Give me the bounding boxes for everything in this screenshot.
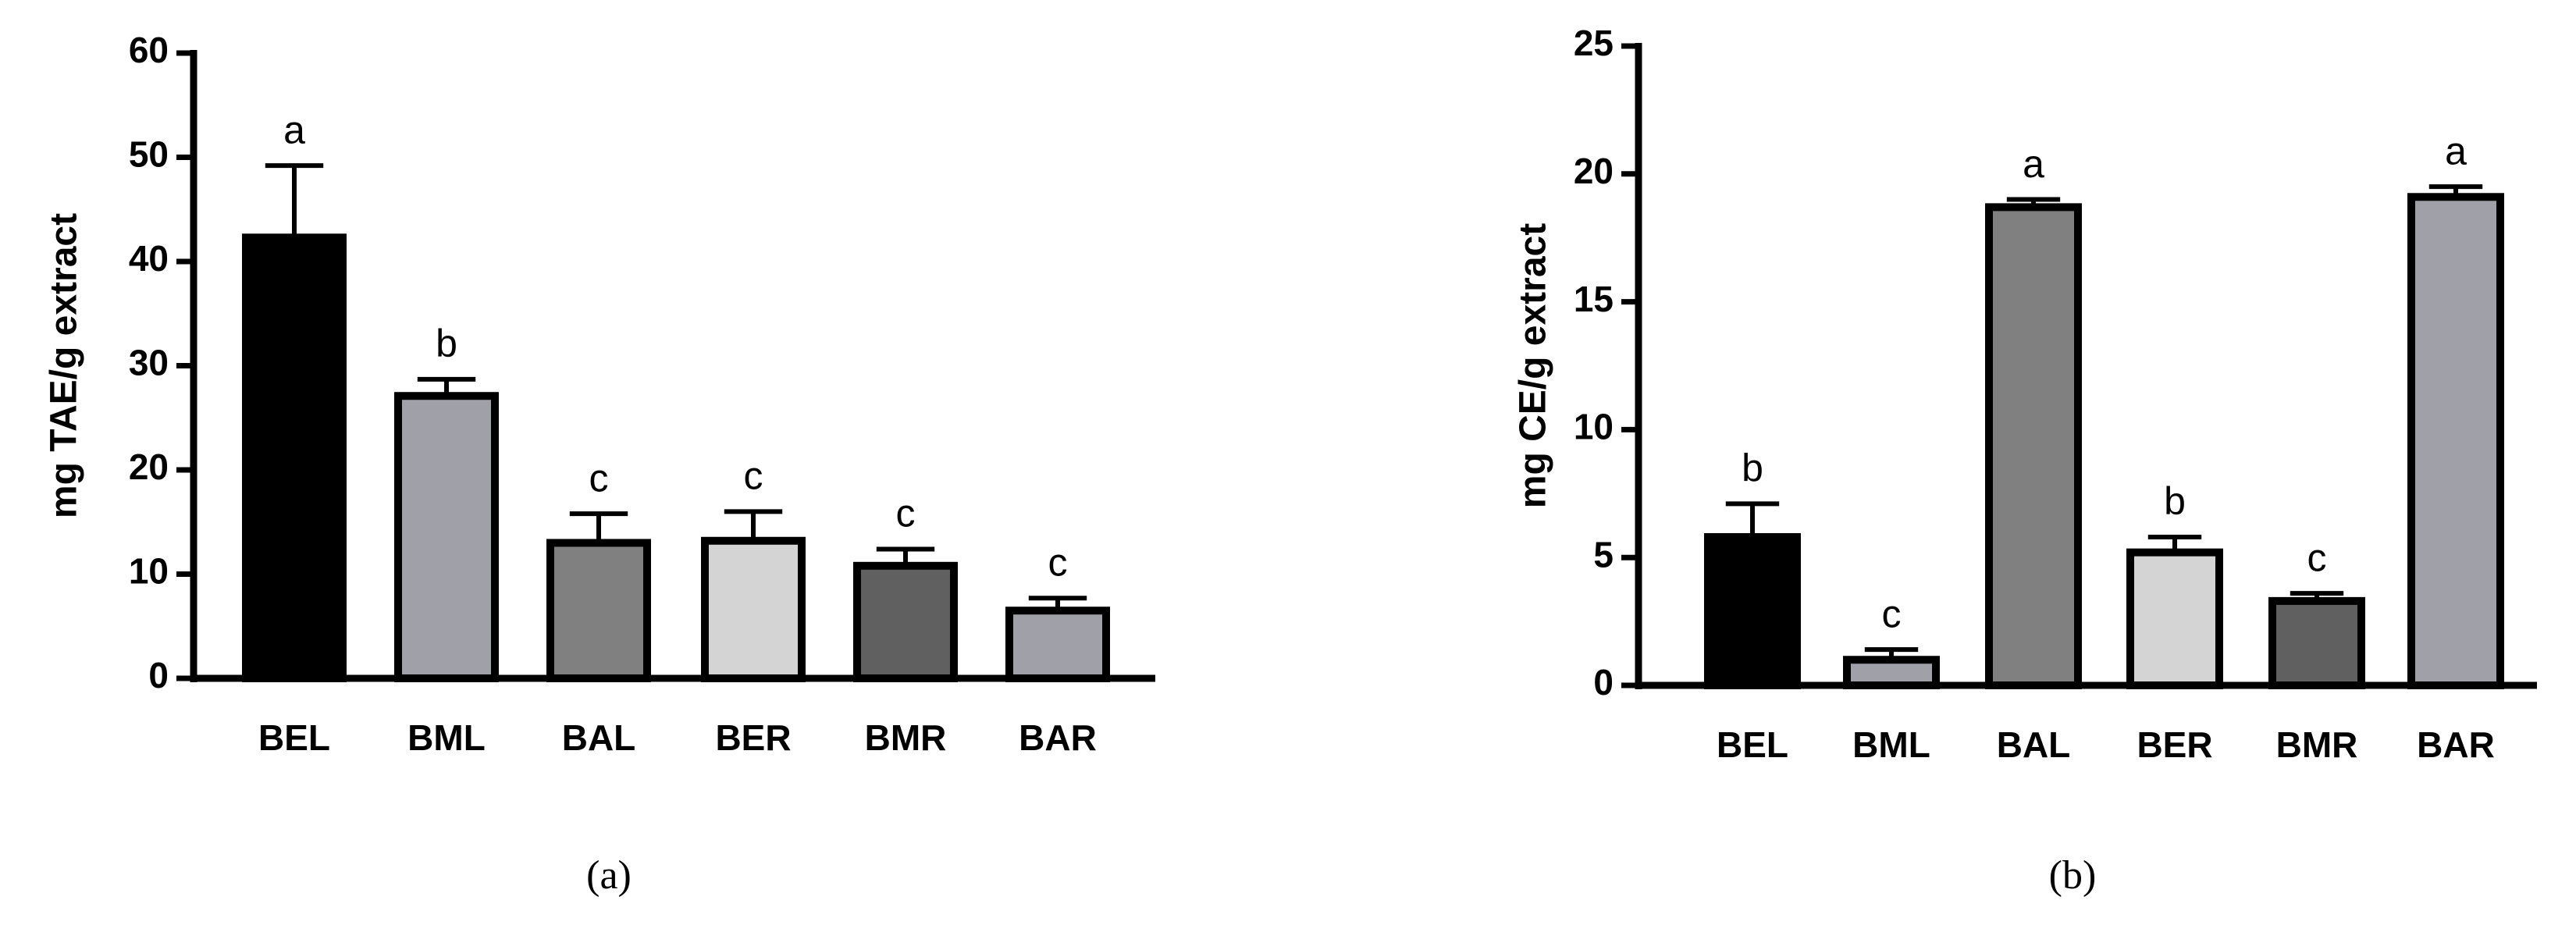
y-tick-label: 15 (1574, 279, 1614, 319)
x-tick-label: BMR (865, 717, 947, 758)
y-tick-label: 30 (129, 343, 169, 383)
bar (853, 561, 958, 682)
x-tick-label: BER (2137, 724, 2212, 765)
y-axis-label: mg CE/g extract (1513, 223, 1554, 508)
y-tick-label: 0 (148, 655, 169, 696)
x-tick-label: BAL (562, 717, 636, 758)
annotation: c (2307, 535, 2327, 579)
x-tick-label: BEL (258, 717, 330, 758)
annotation: c (589, 456, 609, 500)
annotation: b (436, 322, 457, 365)
bar (394, 392, 499, 682)
annotation: b (2164, 479, 2186, 523)
y-tick-label: 0 (1593, 662, 1614, 703)
y-tick-label: 10 (129, 551, 169, 592)
y-tick-label: 25 (1574, 23, 1614, 63)
y-tick-label: 10 (1574, 407, 1614, 447)
x-tick-label: BAR (1019, 717, 1097, 758)
caption: (a) (586, 853, 632, 898)
bar (701, 536, 806, 683)
bar (1005, 607, 1110, 682)
x-tick-label: BAL (1997, 724, 2071, 765)
y-axis-label: mg TAE/g extract (44, 213, 85, 518)
bar (2126, 548, 2223, 690)
annotation: c (1048, 540, 1068, 584)
y-tick-label: 50 (129, 134, 169, 175)
y-tick-label: 20 (129, 446, 169, 487)
annotation: a (283, 108, 305, 151)
annotation: c (896, 492, 916, 535)
x-tick-label: BMR (2276, 724, 2358, 765)
y-tick-label: 5 (1593, 534, 1614, 575)
x-tick-label: BML (1852, 724, 1930, 765)
annotation: b (1742, 446, 1763, 490)
x-tick-label: BML (407, 717, 486, 758)
x-tick-label: BEL (1717, 724, 1788, 765)
bar (2268, 596, 2365, 690)
x-tick-label: BAR (2417, 724, 2495, 765)
annotation: c (744, 454, 763, 498)
y-tick-label: 40 (129, 238, 169, 279)
bar (546, 539, 651, 683)
bar (1843, 656, 1940, 689)
y-tick-label: 60 (129, 30, 169, 70)
annotation: a (2023, 142, 2044, 186)
annotation: c (1882, 592, 1902, 635)
y-tick-label: 20 (1574, 151, 1614, 191)
bar (1704, 532, 1801, 689)
annotation: a (2445, 129, 2467, 173)
caption: (b) (2049, 853, 2097, 898)
bar (242, 233, 347, 683)
bar (2407, 193, 2504, 689)
bar (1985, 203, 2082, 689)
x-tick-label: BER (715, 717, 791, 758)
